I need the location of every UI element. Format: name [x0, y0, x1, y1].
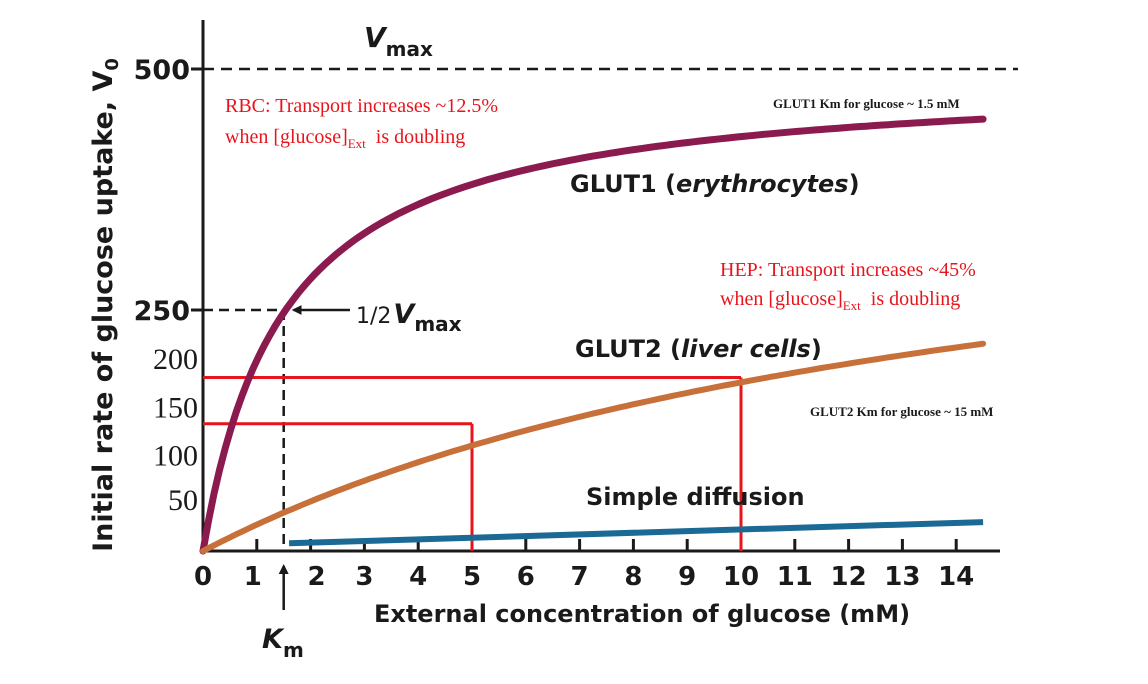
y-axis-title-subscript: 0	[102, 58, 123, 71]
x-tick-label: 10	[723, 562, 759, 592]
x-tick-label: 9	[678, 562, 696, 592]
glut1-curve	[199, 115, 987, 555]
hep-annotation-line1: HEP: Transport increases ~45%	[720, 259, 976, 281]
x-tick-label: 7	[571, 562, 589, 592]
rbc-annotation-line1: RBC: Transport increases ~12.5%	[225, 95, 498, 117]
rbc-annotation-line2: when [glucose]Ext is doubling	[225, 126, 465, 151]
x-tick-label: 14	[938, 562, 974, 592]
y-tick-label: 150	[153, 391, 198, 424]
x-tick-label: 1	[244, 562, 262, 592]
x-tick-label: 8	[624, 562, 642, 592]
y-tick-label: 500	[134, 55, 190, 86]
half-vmax-label: 1/2Vmax	[356, 299, 462, 336]
glut1-series-label: GLUT1 (erythrocytes)	[570, 170, 860, 198]
x-tick-label: 5	[463, 562, 481, 592]
glut2-km-note: GLUT2 Km for glucose ~ 15 mM	[810, 404, 993, 419]
y-axis-title: Initial rate of glucose uptake, V0	[88, 58, 123, 552]
glut2-series-label: GLUT2 (liver cells)	[575, 335, 822, 363]
x-tick-label: 6	[517, 562, 535, 592]
x-tick-label: 3	[355, 562, 373, 592]
hep-annotation-line2: when [glucose]Ext is doubling	[720, 288, 960, 313]
km-label: Km	[262, 624, 304, 662]
diffusion-series-label: Simple diffusion	[586, 483, 805, 511]
diffusion-line	[288, 519, 984, 547]
y-tick-label: 50	[168, 484, 198, 517]
x-tick-label: 2	[308, 562, 326, 592]
vmax-label: Vmax	[364, 21, 433, 61]
y-tick-label: 200	[153, 343, 198, 376]
x-tick-label: 4	[409, 562, 427, 592]
y-tick-label: 250	[134, 296, 190, 327]
x-axis-title: External concentration of glucose (mM)	[374, 600, 910, 628]
x-tick-label: 0	[194, 562, 212, 592]
series-lines	[199, 115, 987, 555]
x-tick-label: 11	[777, 562, 813, 592]
glut1-km-note: GLUT1 Km for glucose ~ 1.5 mM	[773, 96, 960, 111]
text-labels: Initial rate of glucose uptake, V0 Exter…	[88, 21, 993, 662]
x-tick-label: 13	[884, 562, 920, 592]
x-tick-label: 12	[831, 562, 867, 592]
y-tick-label: 100	[153, 440, 198, 473]
glut2-curve	[200, 340, 987, 554]
